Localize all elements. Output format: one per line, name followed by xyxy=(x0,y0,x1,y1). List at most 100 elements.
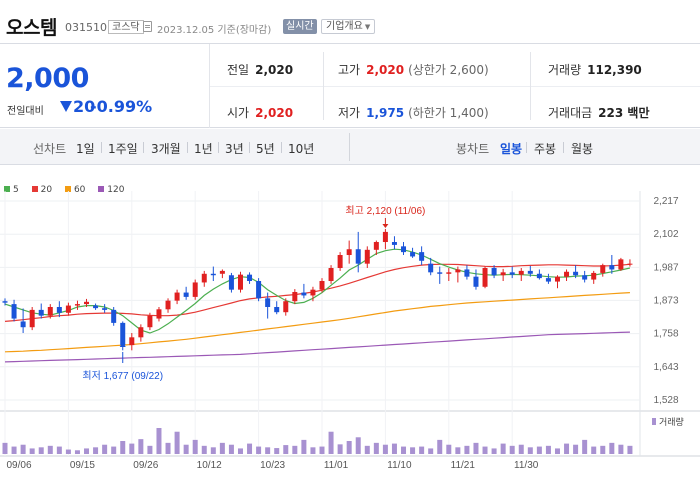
y-tick-label: 2,102 xyxy=(653,229,678,240)
volume-bar xyxy=(500,443,506,454)
volume-bar xyxy=(437,439,443,454)
volume-bar xyxy=(582,439,588,454)
y-tick-label: 1,873 xyxy=(653,295,678,306)
tab-1day[interactable]: 1일 xyxy=(76,142,95,156)
volume-bar xyxy=(564,443,570,454)
legend-ma20[interactable]: 20 xyxy=(31,185,53,195)
volume-bar xyxy=(219,442,225,454)
volume-bar xyxy=(147,445,153,454)
volume-bar xyxy=(183,444,189,454)
document-icon[interactable] xyxy=(143,21,152,32)
tab-daily[interactable]: 일봉 xyxy=(500,142,523,156)
tab-monthly[interactable]: 월봉 xyxy=(571,142,594,156)
section-divider xyxy=(349,133,350,161)
max-arrow-head xyxy=(382,224,389,228)
volume-bar xyxy=(74,450,80,454)
prev-close-value: 2,020 xyxy=(255,63,294,77)
tab-3year[interactable]: 3년 xyxy=(225,142,244,156)
company-info-dropdown[interactable]: 기업개요 ▼ xyxy=(321,19,376,34)
volume-bar xyxy=(301,439,307,454)
volume-bar xyxy=(401,446,407,454)
volume-bar xyxy=(165,442,171,454)
volume-bar xyxy=(129,443,135,454)
tab-weekly[interactable]: 주봉 xyxy=(534,142,557,156)
candle-body xyxy=(346,249,352,256)
column-divider xyxy=(323,52,324,120)
volume-bar xyxy=(618,444,624,454)
candle-body xyxy=(419,252,425,261)
x-tick-label: 09/26 xyxy=(133,460,158,471)
volume-bar xyxy=(310,447,316,454)
candle-body xyxy=(129,337,135,346)
volume-bar xyxy=(527,447,533,454)
candle-body xyxy=(591,272,597,280)
volume-bar xyxy=(337,444,343,454)
candle-body xyxy=(11,304,17,319)
volume-bar xyxy=(29,448,35,454)
y-tick-label: 1,758 xyxy=(653,329,678,340)
volume-bar xyxy=(156,428,162,454)
tab-5year[interactable]: 5년 xyxy=(256,142,275,156)
volume-bar xyxy=(47,445,53,454)
tab-divider xyxy=(101,142,102,153)
candle-body xyxy=(428,263,434,273)
x-tick-label: 10/23 xyxy=(260,460,285,471)
stock-header: 오스템 031510 코스닥 2023.12.05 기준(장마감) 실시간 기업… xyxy=(0,0,700,44)
volume-bar xyxy=(536,446,542,454)
tab-10year[interactable]: 10년 xyxy=(288,142,315,156)
legend-ma60[interactable]: 60 xyxy=(64,185,86,195)
candle-body xyxy=(283,301,289,313)
price-chart[interactable]: 2,217 2,102 1,987 1,873 1,758 1,643 1,528 09/06… xyxy=(0,166,700,490)
tab-divider xyxy=(187,142,188,153)
company-info-label: 기업개요 xyxy=(326,21,363,32)
volume-bar xyxy=(274,448,280,454)
legend-label: 60 xyxy=(73,185,86,195)
volume-bar xyxy=(102,444,108,454)
volume-value: 112,390 xyxy=(587,63,642,77)
tab-1year[interactable]: 1년 xyxy=(194,142,213,156)
volume-bar xyxy=(65,449,71,454)
amount-cell: 거래대금 223 백만 xyxy=(548,104,649,121)
tab-3month[interactable]: 3개월 xyxy=(151,142,181,156)
realtime-button[interactable]: 실시간 xyxy=(283,19,317,34)
min-price-label: 최저 1,677 (09/22) xyxy=(82,370,163,382)
candle-body xyxy=(201,273,207,283)
ma-legend: 5 20 60 120 xyxy=(4,185,134,197)
volume-bar xyxy=(464,445,470,454)
amount-value: 223 백만 xyxy=(598,106,650,120)
candle-body xyxy=(473,276,479,287)
volume-bar xyxy=(93,447,99,454)
volume-bar xyxy=(192,439,198,454)
candle-body xyxy=(247,274,253,282)
volume-bar xyxy=(518,444,524,454)
chart-period-tabs: 선차트 1일 1주일 3개월 1년 3년 5년 10년 봉차트 일봉 주봉 월봉 xyxy=(0,129,700,165)
candle-body xyxy=(20,321,26,328)
x-tick-label: 09/06 xyxy=(6,460,31,471)
volume-bar xyxy=(38,447,44,454)
candle-body xyxy=(65,305,71,313)
lower-limit: (하한가 1,400) xyxy=(408,106,489,120)
legend-ma5[interactable]: 5 xyxy=(4,185,19,195)
x-tick-label: 11/30 xyxy=(514,460,539,471)
tab-divider xyxy=(526,142,527,153)
volume-bar xyxy=(446,444,452,454)
change-value: 20 xyxy=(73,97,96,116)
candle-body xyxy=(627,263,633,265)
candle-body xyxy=(410,252,416,257)
volume-bar xyxy=(256,446,262,454)
candle-body xyxy=(319,281,325,290)
candle-body xyxy=(237,274,243,290)
candle-body xyxy=(600,265,606,273)
tab-1week[interactable]: 1주일 xyxy=(108,142,138,156)
volume-bar xyxy=(111,446,117,454)
volume-legend-label: 거래량 xyxy=(659,416,684,427)
column-divider xyxy=(530,52,531,120)
legend-ma120[interactable]: 120 xyxy=(98,185,124,195)
candle-body xyxy=(111,309,117,323)
candle-body xyxy=(192,282,198,297)
legend-label: 20 xyxy=(40,185,53,195)
tab-divider xyxy=(281,142,282,153)
legend-label: 5 xyxy=(13,185,19,195)
candle-body xyxy=(47,306,53,316)
tab-divider xyxy=(249,142,250,153)
